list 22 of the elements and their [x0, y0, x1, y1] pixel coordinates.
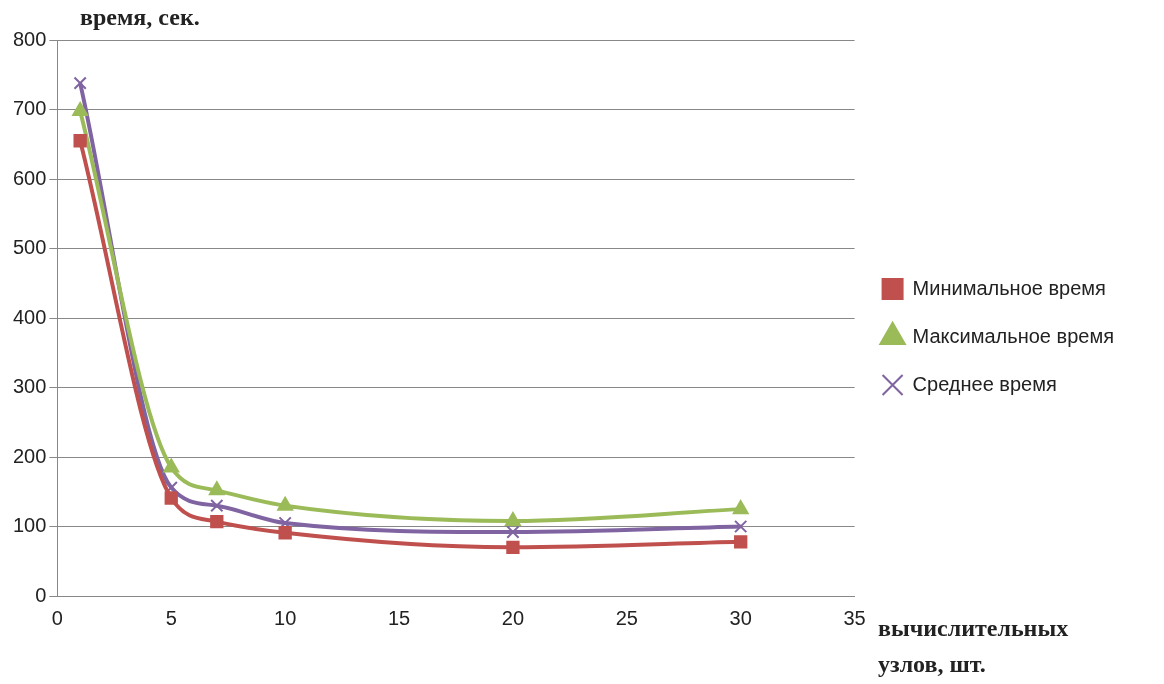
x-tick-label: 5	[165, 606, 177, 629]
x-tick-label: 35	[843, 606, 866, 629]
legend-label: Максимальное время	[912, 324, 1115, 347]
x-axis-title: вычислительных узлов, шт.	[878, 614, 1070, 679]
y-tick-label: 100	[12, 514, 47, 537]
y-tick-label: 400	[12, 305, 47, 328]
x-tick-label: 10	[274, 606, 297, 629]
x-tick-label: 15	[387, 606, 411, 629]
y-tick-label: 600	[12, 166, 47, 189]
legend-label: Среднее время	[912, 372, 1057, 395]
x-tick-label: 20	[501, 606, 525, 629]
y-tick-label: 200	[12, 444, 47, 467]
y-tick-label: 300	[12, 375, 47, 398]
y-tick-label: 700	[12, 97, 47, 120]
y-axis-title: время, сек.	[80, 4, 200, 31]
x-tick-label: 30	[729, 606, 752, 629]
legend-label: Минимальное время	[912, 276, 1106, 299]
x-tick-label: 25	[615, 606, 638, 629]
y-tick-label: 0	[35, 583, 47, 606]
y-tick-label: 500	[12, 236, 47, 259]
x-tick-label: 0	[51, 606, 63, 629]
y-tick-label: 800	[12, 27, 47, 50]
